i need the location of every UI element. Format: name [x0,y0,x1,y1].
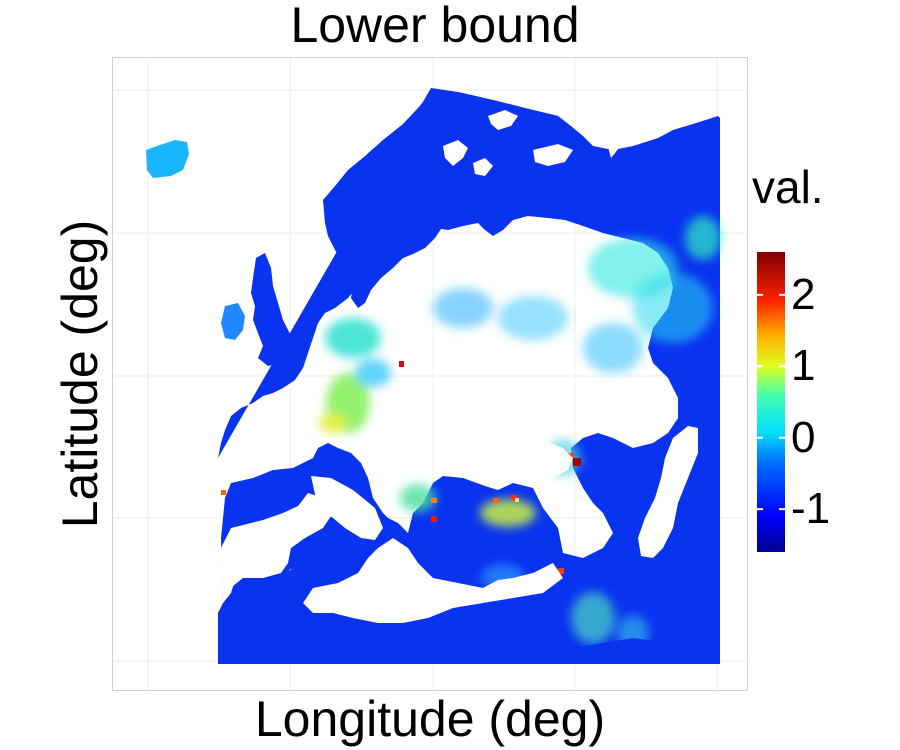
map-panel [112,57,749,692]
y-axis-label: Latitude (deg) [52,219,108,529]
colorbar-tick-label: 1 [791,341,816,391]
north-africa-edge [218,618,720,664]
colorbar-tick-label: 2 [791,269,816,319]
british-isles [221,253,298,366]
legend-title: val. [752,161,824,213]
hot-spots [221,361,581,574]
map-title: Lower bound [290,0,580,53]
map-svg [113,58,749,692]
colorbar-tick-label: 0 [791,412,816,462]
iceland [146,140,189,178]
x-axis-label: Longitude (deg) [254,691,606,747]
colorbar [757,252,785,552]
seas [221,110,698,623]
colorbar-tick-label: -1 [791,484,831,534]
